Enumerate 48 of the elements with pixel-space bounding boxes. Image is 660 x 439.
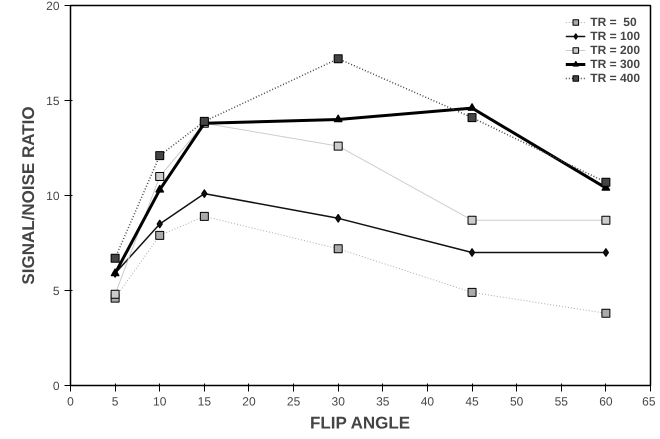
point	[201, 189, 208, 198]
y-tick-label: 15	[46, 94, 60, 108]
x-tick-label: 60	[599, 394, 613, 408]
x-tick-label: 25	[286, 394, 301, 408]
x-axis-title: FLIP ANGLE	[310, 414, 410, 432]
x-tick-label: 5	[112, 394, 119, 408]
point	[468, 102, 477, 111]
point	[200, 212, 209, 221]
point	[468, 216, 477, 225]
legend-label: TR = 50	[590, 15, 637, 29]
point	[156, 220, 163, 228]
point	[601, 178, 610, 187]
point	[110, 254, 120, 263]
point	[110, 290, 120, 299]
x-tick-label: 35	[376, 394, 390, 408]
x-tick-label: 30	[332, 394, 346, 408]
y-tick-label: 5	[52, 284, 60, 298]
point	[155, 151, 164, 160]
point	[334, 142, 343, 151]
point	[155, 172, 164, 181]
point	[334, 54, 343, 64]
point	[155, 230, 164, 240]
point	[334, 114, 343, 122]
point	[334, 244, 343, 254]
x-tick-label: 20	[242, 394, 256, 408]
y-tick-label: 20	[46, 0, 60, 13]
x-tick-label: 55	[554, 394, 568, 408]
legend-label: TR = 200	[590, 43, 640, 57]
x-tick-label: 15	[198, 394, 212, 408]
legend-label: TR = 400	[590, 71, 640, 85]
point	[468, 113, 477, 122]
legend-label: TR = 100	[590, 29, 640, 43]
point	[601, 216, 610, 225]
y-axis-title: SIGNAL/NOISE RATIO	[19, 106, 38, 285]
point	[468, 248, 476, 257]
x-tick-label: 0	[67, 394, 74, 408]
x-tick-label: 10	[153, 394, 167, 408]
point	[468, 288, 477, 297]
y-tick-label: 0	[52, 379, 60, 393]
x-tick-label: 50	[510, 394, 524, 408]
x-tick-label: 45	[465, 394, 480, 408]
point	[155, 184, 164, 193]
legend-label: TR = 300	[590, 57, 640, 71]
y-tick-label: 10	[46, 189, 60, 203]
x-tick-label: 65	[642, 394, 656, 408]
point	[602, 248, 610, 257]
point	[601, 308, 610, 318]
x-tick-label: 40	[420, 394, 434, 408]
